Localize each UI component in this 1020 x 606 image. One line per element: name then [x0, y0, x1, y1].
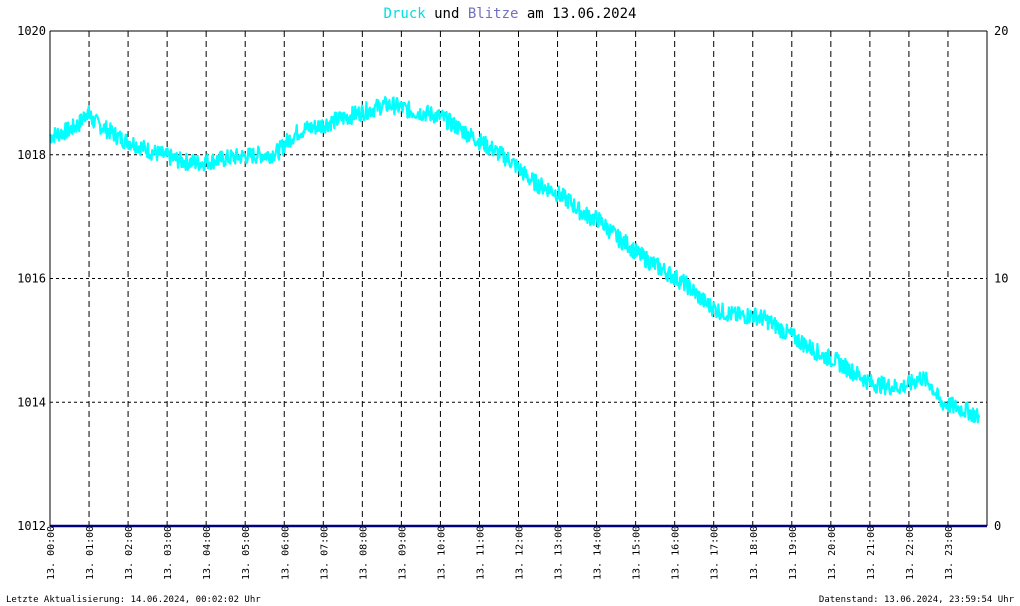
grid [50, 31, 987, 526]
y-right-tick-label: 20 [994, 24, 1008, 38]
x-tick-label: 13. 01:00 [85, 526, 96, 580]
x-tick-label: 13. 05:00 [241, 526, 252, 580]
x-tick-label: 13. 11:00 [475, 526, 486, 580]
series-druck-line [49, 96, 981, 424]
y-left-tick-label: 1012 [17, 519, 46, 533]
x-tick-label: 13. 08:00 [358, 526, 369, 580]
x-tick-label: 13. 07:00 [319, 526, 330, 580]
x-tick-label: 13. 23:00 [944, 526, 955, 580]
y-left-tick-label: 1014 [17, 395, 46, 409]
x-tick-label: 13. 06:00 [280, 526, 291, 580]
x-tick-label: 13. 18:00 [749, 526, 760, 580]
x-tick-label: 13. 16:00 [671, 526, 682, 580]
x-tick-label: 13. 12:00 [515, 526, 526, 580]
x-tick-label: 13. 14:00 [593, 526, 604, 580]
x-tick-label: 13. 13:00 [554, 526, 565, 580]
y-right-tick-label: 0 [994, 519, 1001, 533]
axes [49, 30, 988, 526]
x-tick-label: 13. 00:00 [46, 526, 57, 580]
x-tick-label: 13. 22:00 [905, 526, 916, 580]
x-tick-label: 13. 15:00 [632, 526, 643, 580]
footer-last-update: Letzte Aktualisierung: 14.06.2024, 00:02… [6, 595, 261, 605]
title-druck: Druck [384, 6, 427, 22]
series-layer [49, 96, 987, 528]
x-tick-label: 13. 10:00 [436, 526, 447, 580]
chart-title: Druck und Blitze am 13.06.2024 [384, 6, 637, 22]
x-tick-label: 13. 19:00 [788, 526, 799, 580]
x-tick-label: 13. 03:00 [163, 526, 174, 580]
title-und: und [426, 6, 468, 22]
title-blitze: Blitze [468, 6, 519, 22]
title-date: am 13.06.2024 [518, 6, 636, 22]
y-left-tick-label: 1016 [17, 272, 46, 286]
x-tick-label: 13. 02:00 [124, 526, 135, 580]
footer-data-status: Datenstand: 13.06.2024, 23:59:54 Uhr [819, 595, 1015, 605]
x-tick-label: 13. 09:00 [397, 526, 408, 580]
y-left-tick-label: 1018 [17, 148, 46, 162]
x-tick-label: 13. 20:00 [827, 526, 838, 580]
y-left-tick-label: 1020 [17, 24, 46, 38]
x-tick-label: 13. 04:00 [202, 526, 213, 580]
y-right-tick-label: 10 [994, 272, 1008, 286]
x-tick-label: 13. 17:00 [710, 526, 721, 580]
x-tick-label: 13. 21:00 [866, 526, 877, 580]
